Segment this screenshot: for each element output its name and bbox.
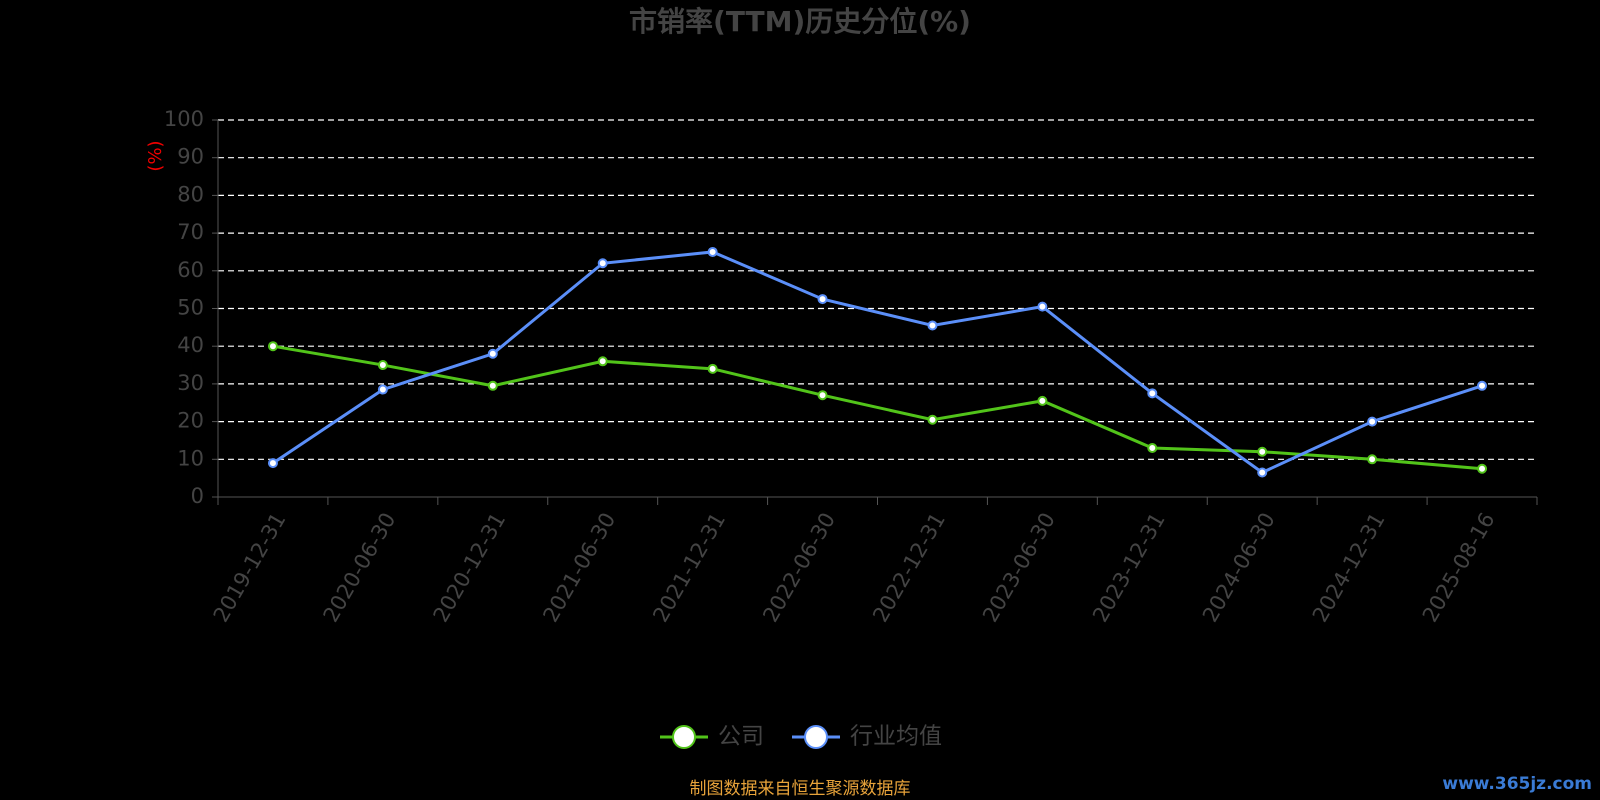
x-tick-label: 2022-06-30 (758, 509, 840, 627)
legend-label: 行业均值 (850, 724, 942, 750)
y-tick-label: 50 (177, 296, 204, 320)
data-point (817, 390, 828, 401)
x-tick-label: 2021-06-30 (538, 509, 620, 627)
series-line (272, 344, 1483, 471)
y-tick-label: 80 (177, 182, 204, 206)
x-tick-label: 2024-06-30 (1198, 509, 1280, 627)
y-tick-label: 90 (177, 145, 204, 169)
data-point (1037, 301, 1048, 312)
x-tick-label: 2023-12-31 (1088, 509, 1170, 627)
x-tick-label: 2023-06-30 (978, 509, 1060, 627)
data-point (1367, 416, 1378, 427)
x-tick-label: 2025-08-16 (1418, 509, 1500, 627)
legend-label: 公司 (718, 724, 764, 750)
data-point (1037, 395, 1048, 406)
data-point (267, 341, 278, 352)
x-tick-label: 2019-12-31 (209, 509, 291, 627)
data-point (1257, 446, 1268, 457)
y-tick-label: 30 (177, 371, 204, 395)
x-tick-label: 2022-12-31 (868, 509, 950, 627)
series-line (272, 250, 1483, 475)
data-point (707, 363, 718, 374)
y-tick-label: 10 (177, 446, 204, 470)
data-point (487, 380, 498, 391)
x-tick-label: 2020-06-30 (319, 509, 401, 627)
x-tick-label: 2021-12-31 (648, 509, 730, 627)
y-tick-label: 70 (177, 220, 204, 244)
y-tick-label: 60 (177, 258, 204, 282)
data-point (927, 320, 938, 331)
data-point (817, 294, 828, 305)
data-point (1477, 380, 1488, 391)
data-point (1367, 454, 1378, 465)
data-point (1257, 467, 1268, 478)
data-point (597, 258, 608, 269)
y-axis-label: (%) (145, 140, 166, 171)
data-point (1477, 463, 1488, 474)
y-tick-label: 100 (164, 107, 204, 131)
y-tick-label: 20 (177, 409, 204, 433)
watermark: www.365jz.com (1442, 774, 1592, 794)
legend-marker (672, 725, 696, 749)
data-point (597, 356, 608, 367)
data-point (267, 458, 278, 469)
data-point (487, 348, 498, 359)
y-tick-label: 40 (177, 333, 204, 357)
x-tick-label: 2024-12-31 (1308, 509, 1390, 627)
chart-title: 市销率(TTM)历史分位(%) (629, 5, 971, 38)
x-tick-label: 2020-12-31 (429, 509, 511, 627)
legend-marker (804, 725, 828, 749)
data-point (707, 246, 718, 257)
data-point (927, 414, 938, 425)
source-note: 制图数据来自恒生聚源数据库 (690, 779, 911, 799)
data-point (377, 384, 388, 395)
data-point (377, 360, 388, 371)
y-tick-label: 0 (191, 484, 204, 508)
data-point (1147, 442, 1158, 453)
data-point (1147, 388, 1158, 399)
